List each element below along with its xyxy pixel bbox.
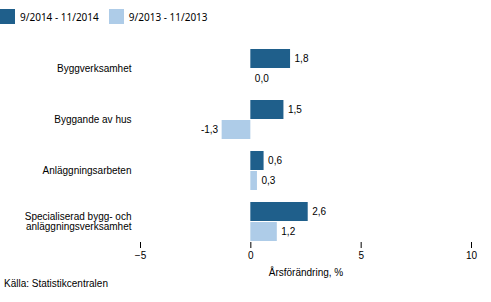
svg-text:−5: −5 [135,250,147,261]
svg-text:Specialiserad bygg- ochanläggn: Specialiserad bygg- ochanläggningsverksa… [25,211,132,232]
svg-text:2,6: 2,6 [312,206,326,217]
svg-text:0,3: 0,3 [261,175,275,186]
svg-text:Årsförändring, %: Årsförändring, % [269,266,344,278]
svg-text:Byggverksamhet: Byggverksamhet [57,63,132,74]
svg-text:1,2: 1,2 [281,226,295,237]
svg-text:1,8: 1,8 [295,53,309,64]
html-text:9/2014 - 11/2014: 9/2014 - 11/2014 [20,9,99,24]
html-text:Källa: Statistikcentralen: Källa: Statistikcentralen [4,278,108,289]
svg-text:5: 5 [358,250,364,261]
svg-text:0,0: 0,0 [255,73,269,84]
svg-text:-1,3: -1,3 [201,124,219,135]
svg-text:1,5: 1,5 [288,104,302,115]
svg-text:10: 10 [466,250,478,261]
svg-text:0: 0 [248,250,254,261]
html-text:9/2013 - 11/2013: 9/2013 - 11/2013 [128,9,208,24]
svg-text:0,6: 0,6 [268,155,282,166]
svg-text:Byggande av hus: Byggande av hus [54,114,131,125]
svg-text:Anläggningsarbeten: Anläggningsarbeten [43,165,132,176]
